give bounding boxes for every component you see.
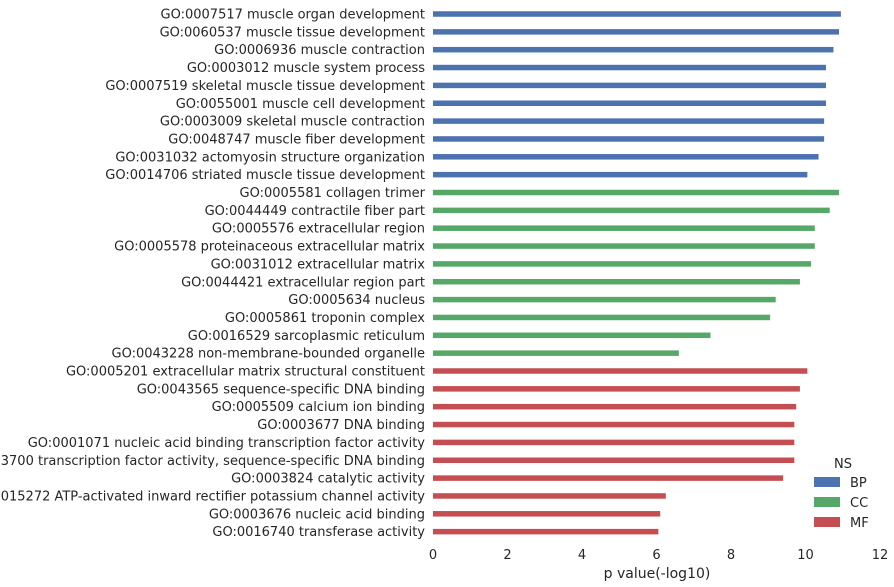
bar-cc-12 xyxy=(433,225,815,231)
bar-bp-0 xyxy=(433,11,841,17)
category-label: GO:0043565 sequence-specific DNA binding xyxy=(137,382,425,397)
category-label: GO:0003700 transcription factor activity… xyxy=(0,454,425,469)
category-label: GO:0005509 calcium ion binding xyxy=(212,400,425,415)
category-label: GO:0044449 contractile fiber part xyxy=(205,204,425,219)
category-label: GO:0003009 skeletal muscle contraction xyxy=(160,115,425,130)
legend: NS BP CC MF xyxy=(814,457,869,531)
category-label: GO:0003012 muscle system process xyxy=(187,61,425,76)
category-label: GO:0001071 nucleic acid binding transcri… xyxy=(28,436,426,451)
bar-mf-29 xyxy=(433,528,659,535)
bar-mf-24 xyxy=(433,439,795,446)
category-label: GO:0005634 nucleus xyxy=(288,293,425,308)
bar-bp-7 xyxy=(433,136,825,142)
category-label: GO:0006936 muscle contraction xyxy=(214,43,425,58)
x-axis: p value(-log10) 0 2 4 6 8 10 12 xyxy=(429,548,888,582)
bar-cc-10 xyxy=(433,189,840,196)
category-label: GO:0003824 catalytic activity xyxy=(231,472,425,487)
category-label: GO:0043228 non-membrane-bounded organell… xyxy=(112,347,426,362)
bar-mf-20 xyxy=(433,368,808,374)
category-label: GO:0015272 ATP-activated inward rectifie… xyxy=(0,489,425,504)
bar-cc-19 xyxy=(433,350,679,356)
bar-mf-21 xyxy=(433,386,800,392)
bar-mf-28 xyxy=(433,511,661,517)
x-tick-label: 0 xyxy=(429,548,437,563)
bar-mf-27 xyxy=(433,493,666,499)
bar-bp-1 xyxy=(433,29,840,35)
category-label: GO:0016740 transferase activity xyxy=(212,525,425,540)
bar-mf-25 xyxy=(433,457,795,463)
legend-swatch-cc xyxy=(814,497,840,507)
category-label: GO:0016529 sarcoplasmic reticulum xyxy=(188,329,425,344)
category-label: GO:0055001 muscle cell development xyxy=(176,97,425,112)
bar-cc-14 xyxy=(433,261,812,267)
category-label: GO:0005578 proteinaceous extracellular m… xyxy=(114,240,425,255)
bar-bp-5 xyxy=(433,100,826,106)
category-label: GO:0003676 nucleic acid binding xyxy=(209,507,425,522)
bar-cc-16 xyxy=(433,296,776,303)
bar-bp-8 xyxy=(433,154,819,160)
category-label: GO:0005861 troponin complex xyxy=(225,311,425,326)
legend-label-mf: MF xyxy=(850,516,869,531)
bar-bp-2 xyxy=(433,46,834,53)
x-tick-label: 6 xyxy=(652,548,660,563)
bar-mf-26 xyxy=(433,475,784,481)
bars-layer xyxy=(433,11,841,535)
category-label: GO:0031032 actomyosin structure organiza… xyxy=(115,150,425,165)
legend-swatch-mf xyxy=(814,517,840,527)
x-tick-label: 10 xyxy=(797,548,814,563)
legend-swatch-bp xyxy=(814,477,840,487)
category-label: GO:0005201 extracellular matrix structur… xyxy=(66,365,425,380)
bar-cc-11 xyxy=(433,207,830,214)
category-label: GO:0007519 skeletal muscle tissue develo… xyxy=(105,79,425,94)
category-label: GO:0003677 DNA binding xyxy=(257,418,425,433)
category-label: GO:0014706 striated muscle tissue develo… xyxy=(105,168,425,183)
bar-bp-3 xyxy=(433,64,826,71)
x-tick-label: 8 xyxy=(727,548,735,563)
x-tick-label: 4 xyxy=(578,548,586,563)
category-label: GO:0048747 muscle fiber development xyxy=(168,132,425,147)
bar-mf-22 xyxy=(433,403,797,410)
x-axis-title: p value(-log10) xyxy=(604,566,711,582)
category-label: GO:0044421 extracellular region part xyxy=(181,275,425,290)
bar-mf-23 xyxy=(433,421,795,428)
bar-bp-9 xyxy=(433,171,808,178)
legend-label-cc: CC xyxy=(850,496,868,511)
bar-cc-18 xyxy=(433,332,711,339)
legend-label-bp: BP xyxy=(850,476,867,491)
bar-cc-17 xyxy=(433,314,771,321)
category-label: GO:0005576 extracellular region xyxy=(212,222,425,237)
bar-cc-15 xyxy=(433,279,800,285)
category-labels: GO:0007517 muscle organ development GO:00… xyxy=(0,8,426,541)
category-label: GO:0005581 collagen trimer xyxy=(240,186,426,201)
category-label: GO:0031012 extracellular matrix xyxy=(211,257,426,272)
legend-title: NS xyxy=(834,457,852,472)
bar-bp-4 xyxy=(433,82,826,89)
x-tick-label: 2 xyxy=(503,548,511,563)
bar-bp-6 xyxy=(433,118,825,124)
x-tick-label: 12 xyxy=(872,548,889,563)
bar-cc-13 xyxy=(433,243,815,249)
category-label: GO:0007517 muscle organ development xyxy=(161,8,425,23)
category-label: GO:0060537 muscle tissue development xyxy=(160,25,425,40)
